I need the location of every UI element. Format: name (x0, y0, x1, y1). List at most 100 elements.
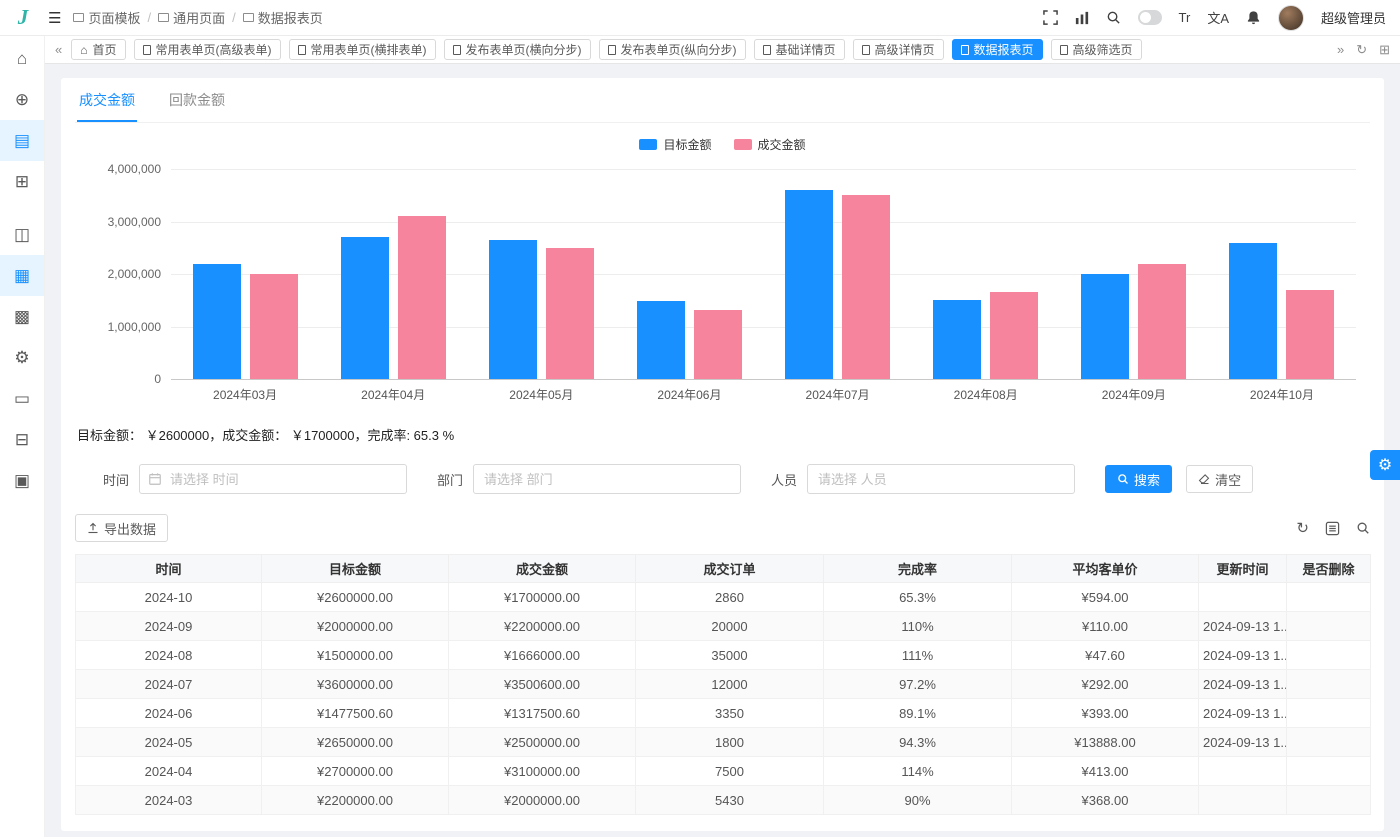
search-icon[interactable] (1106, 10, 1121, 25)
dept-input[interactable] (473, 464, 742, 494)
column-settings-icon[interactable] (1325, 521, 1340, 536)
sidebar-item[interactable]: ⊕ (0, 79, 44, 120)
table-cell: ¥292.00 (1011, 669, 1199, 699)
table-cell: 2024-09 (75, 611, 262, 641)
avatar[interactable] (1277, 4, 1304, 31)
sidebar-item[interactable]: ◫ (0, 214, 44, 255)
tab-item[interactable]: 高级筛选页 (1050, 39, 1142, 60)
sidebar-item[interactable]: ▩ (0, 296, 44, 337)
table-cell (1286, 756, 1371, 786)
refresh-icon[interactable]: ↻ (1296, 519, 1309, 537)
target-amount-bar[interactable] (636, 301, 685, 379)
legend-deal-amount[interactable]: 成交金额 (733, 136, 806, 153)
table-cell: 2024-09-13 1... (1198, 698, 1287, 728)
sidebar: ⌂ ⊕ ▤ ⊞ ◫ ▦ ▩ ⚙ ▭ ⊟ ▣ (0, 36, 45, 837)
panel-tab[interactable]: 回款金额 (169, 92, 225, 108)
export-button[interactable]: 导出数据 (75, 514, 169, 542)
tab-item[interactable]: 发布表单页(纵向分步) (598, 39, 746, 60)
deal-amount-bar[interactable] (249, 274, 298, 379)
target-amount-bar[interactable] (1229, 242, 1278, 379)
sidebar-item[interactable]: ⊞ (0, 161, 44, 202)
search-button[interactable]: 搜索 (1105, 465, 1173, 493)
sidebar-item[interactable]: ⌂ (0, 38, 44, 79)
time-input[interactable] (139, 464, 408, 494)
tab-operations: » ↻ ⊞ (1337, 42, 1390, 58)
target-amount-bar[interactable] (488, 239, 537, 379)
translate-icon[interactable]: 文A (1207, 11, 1229, 26)
tab-item[interactable]: 发布表单页(横向分步) (443, 39, 591, 60)
deal-amount-bar[interactable] (842, 195, 891, 379)
table-row[interactable]: 2024-09 ¥2000000.00 ¥2200000.00 20000 110% ¥1… (75, 611, 1371, 641)
table-row[interactable]: 2024-06 ¥1477500.60 ¥1317500.60 3350 89.1% ¥3… (75, 698, 1371, 728)
tab-item[interactable]: 高级详情页 (852, 39, 944, 60)
chart-icon[interactable] (1075, 11, 1089, 25)
table-tools: ↻ (1296, 521, 1370, 536)
legend-label: 成交金额 (757, 138, 806, 152)
target-amount-bar[interactable] (340, 237, 389, 379)
file-icon (762, 44, 771, 55)
sidebar-item[interactable]: ⚙ (0, 337, 44, 378)
sidebar-item[interactable]: ▦ (0, 255, 44, 296)
table-row[interactable]: 2024-04 ¥2700000.00 ¥3100000.00 7500 114% ¥41… (75, 756, 1371, 786)
sidebar-item[interactable]: ⊟ (0, 419, 44, 460)
x-axis-labels: 2024年03月 2024年04月 2024年05月 2024年06月 2024年07月… (171, 386, 1356, 403)
settings-gear-button[interactable]: ⚙ (1370, 450, 1400, 480)
table-cell: 2024-09-13 1... (1198, 611, 1287, 641)
sidebar-item[interactable]: ▤ (0, 120, 44, 161)
content-area: 成交金额 回款金额 目标金额 成交金额 4,000,000 3,000,000 2,00… (45, 64, 1400, 837)
person-input[interactable] (807, 464, 1076, 494)
table-cell: ¥2000000.00 (448, 785, 636, 815)
menu-toggle-icon[interactable]: ☰ (48, 9, 62, 27)
tab-item[interactable]: 常用表单页(横排表单) (288, 39, 436, 60)
person-input-wrap (807, 464, 1076, 494)
user-name[interactable]: 超级管理员 (1320, 11, 1386, 26)
deal-amount-bar[interactable] (1138, 263, 1187, 379)
bell-icon[interactable] (1246, 10, 1261, 25)
breadcrumb-item[interactable]: 页面模板 (73, 8, 140, 27)
tab-item[interactable]: 数据报表页 (951, 39, 1043, 60)
file-icon (297, 44, 306, 55)
deal-amount-bar[interactable] (545, 247, 594, 379)
target-amount-bar[interactable] (192, 263, 241, 379)
table-row[interactable]: 2024-03 ¥2200000.00 ¥2000000.00 5430 90% ¥368… (75, 785, 1371, 815)
scroll-right-icon[interactable]: » (1336, 42, 1345, 57)
gridline (171, 379, 1356, 380)
layout-grid-icon[interactable]: ⊞ (1379, 41, 1390, 57)
app-logo: J (17, 5, 29, 29)
table-cell: ¥1477500.60 (261, 698, 449, 728)
clear-button[interactable]: 清空 (1186, 465, 1254, 493)
bar-group (171, 169, 319, 379)
target-amount-bar[interactable] (1081, 274, 1130, 379)
table-row[interactable]: 2024-10 ¥2600000.00 ¥1700000.00 2860 65.3% ¥5… (75, 582, 1371, 612)
panel-tab[interactable]: 成交金额 (77, 78, 137, 122)
refresh-icon[interactable]: ↻ (1356, 41, 1368, 57)
table-row[interactable]: 2024-08 ¥1500000.00 ¥1666000.00 35000 111% ¥4… (75, 640, 1371, 670)
column-header: 更新时间 (1198, 554, 1287, 583)
deal-amount-bar[interactable] (1286, 289, 1335, 379)
tab-item[interactable]: 常用表单页(高级表单) (133, 39, 281, 60)
target-amount-bar[interactable] (785, 190, 834, 379)
deal-amount-bar[interactable] (990, 291, 1039, 379)
table-cell: ¥13888.00 (1011, 727, 1199, 757)
sidebar-item[interactable]: ▣ (0, 460, 44, 501)
fullscreen-icon[interactable] (1042, 10, 1058, 25)
deal-amount-bar[interactable] (397, 216, 446, 379)
scroll-left-icon[interactable]: « (55, 42, 63, 57)
breadcrumb-item[interactable]: 数据报表页 (242, 8, 323, 27)
table-row[interactable]: 2024-05 ¥2650000.00 ¥2500000.00 1800 94.3% ¥1… (75, 727, 1371, 757)
gridline (171, 169, 1356, 170)
target-amount-bar[interactable] (933, 300, 982, 379)
sidebar-item[interactable]: ▭ (0, 378, 44, 419)
breadcrumb-item[interactable]: 通用页面 (158, 8, 225, 27)
search-toggle-icon[interactable] (1356, 521, 1370, 535)
legend-target-amount[interactable]: 目标金额 (639, 136, 712, 153)
table-cell: 97.2% (823, 669, 1012, 699)
tab-item[interactable]: ⌂ 首页 (71, 39, 126, 60)
tab-item[interactable]: 基础详情页 (753, 39, 845, 60)
deal-amount-bar[interactable] (693, 309, 742, 379)
theme-switch[interactable] (1137, 10, 1162, 25)
table-row[interactable]: 2024-07 ¥3600000.00 ¥3500600.00 12000 97.2% ¥… (75, 669, 1371, 699)
font-size-icon[interactable]: Tr (1178, 10, 1191, 25)
y-axis-tick: 0 (154, 372, 161, 386)
table-cell: ¥2500000.00 (448, 727, 636, 757)
